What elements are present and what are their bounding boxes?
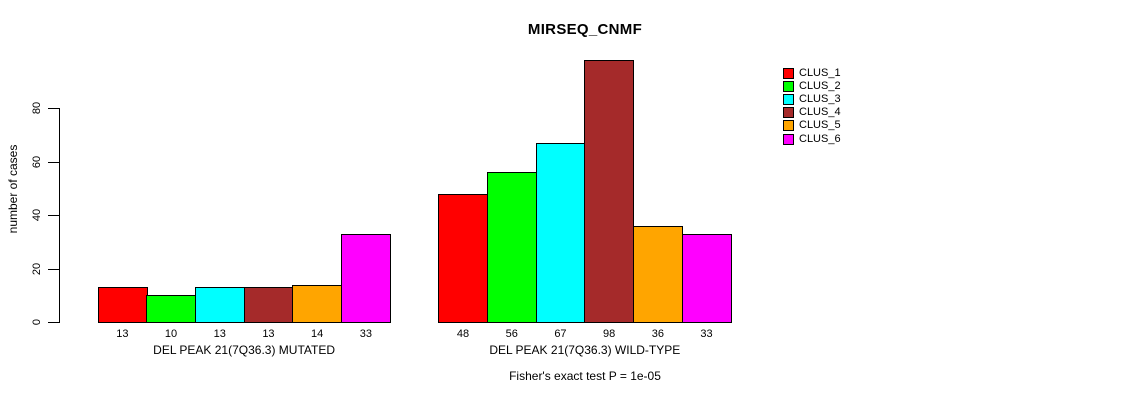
- bar-value-label: 36: [651, 328, 664, 340]
- bar-clus_3: [194, 287, 245, 323]
- bar-value-label: 13: [213, 328, 226, 340]
- y-tick: [48, 161, 60, 163]
- bar-clus_1: [97, 287, 148, 323]
- bar-clus_5: [633, 225, 683, 323]
- bar-clus_1: [438, 193, 489, 323]
- bar-value-label: 33: [359, 328, 372, 340]
- legend-label: CLUS_6: [799, 132, 841, 145]
- y-axis-label: number of cases: [6, 144, 20, 234]
- bar-clus_4: [243, 287, 294, 323]
- y-tick: [48, 108, 60, 110]
- bar-clus_6: [341, 233, 391, 323]
- y-tick: [48, 322, 60, 323]
- legend-label: CLUS_3: [799, 92, 841, 105]
- bar-clus_3: [535, 143, 586, 323]
- legend-label: CLUS_2: [799, 79, 841, 92]
- group-label: DEL PEAK 21(7Q36.3) MUTATED: [153, 343, 336, 357]
- bar-clus_4: [584, 60, 635, 323]
- chart-title: MIRSEQ_CNMF: [527, 21, 643, 38]
- y-tick-label: 40: [31, 209, 43, 222]
- group-label: DEL PEAK 21(7Q36.3) WILD-TYPE: [489, 343, 681, 357]
- bar-value-label: 13: [262, 328, 275, 340]
- legend-label: CLUS_5: [799, 119, 841, 132]
- bar-clus_2: [146, 295, 197, 323]
- y-tick-label: 60: [31, 155, 43, 168]
- bar-value-label: 10: [164, 328, 178, 340]
- legend-swatch-clus_2: [783, 80, 794, 92]
- bar-value-label: 48: [456, 328, 470, 340]
- bar-value-label: 98: [603, 328, 616, 340]
- y-tick-label: 80: [31, 102, 43, 115]
- bar-clus_2: [486, 172, 537, 323]
- bar-value-label: 14: [311, 328, 324, 340]
- fisher-test-annotation: Fisher's exact test P = 1e-05: [509, 369, 661, 383]
- y-tick: [48, 215, 60, 217]
- bar-value-label: 33: [700, 328, 713, 340]
- legend-swatch-clus_6: [783, 133, 794, 145]
- y-tick: [48, 268, 60, 270]
- legend-swatch-clus_1: [783, 67, 794, 79]
- legend-label: CLUS_1: [799, 66, 841, 79]
- bar-clus_5: [292, 284, 343, 323]
- bar-value-label: 13: [116, 328, 129, 340]
- y-tick-label: 0: [31, 318, 43, 326]
- bar-clus_6: [681, 233, 732, 323]
- legend-swatch-clus_5: [783, 120, 794, 132]
- bar-value-label: 67: [554, 328, 567, 340]
- legend-swatch-clus_4: [783, 107, 794, 119]
- legend-swatch-clus_3: [783, 93, 794, 105]
- legend-label: CLUS_4: [799, 106, 841, 119]
- y-tick-label: 20: [31, 262, 43, 275]
- bar-value-label: 56: [505, 328, 518, 340]
